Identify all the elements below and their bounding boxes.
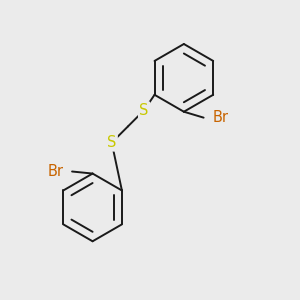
Text: Br: Br	[212, 110, 228, 125]
Text: Br: Br	[47, 164, 63, 179]
Text: S: S	[107, 135, 116, 150]
Text: S: S	[140, 103, 149, 118]
